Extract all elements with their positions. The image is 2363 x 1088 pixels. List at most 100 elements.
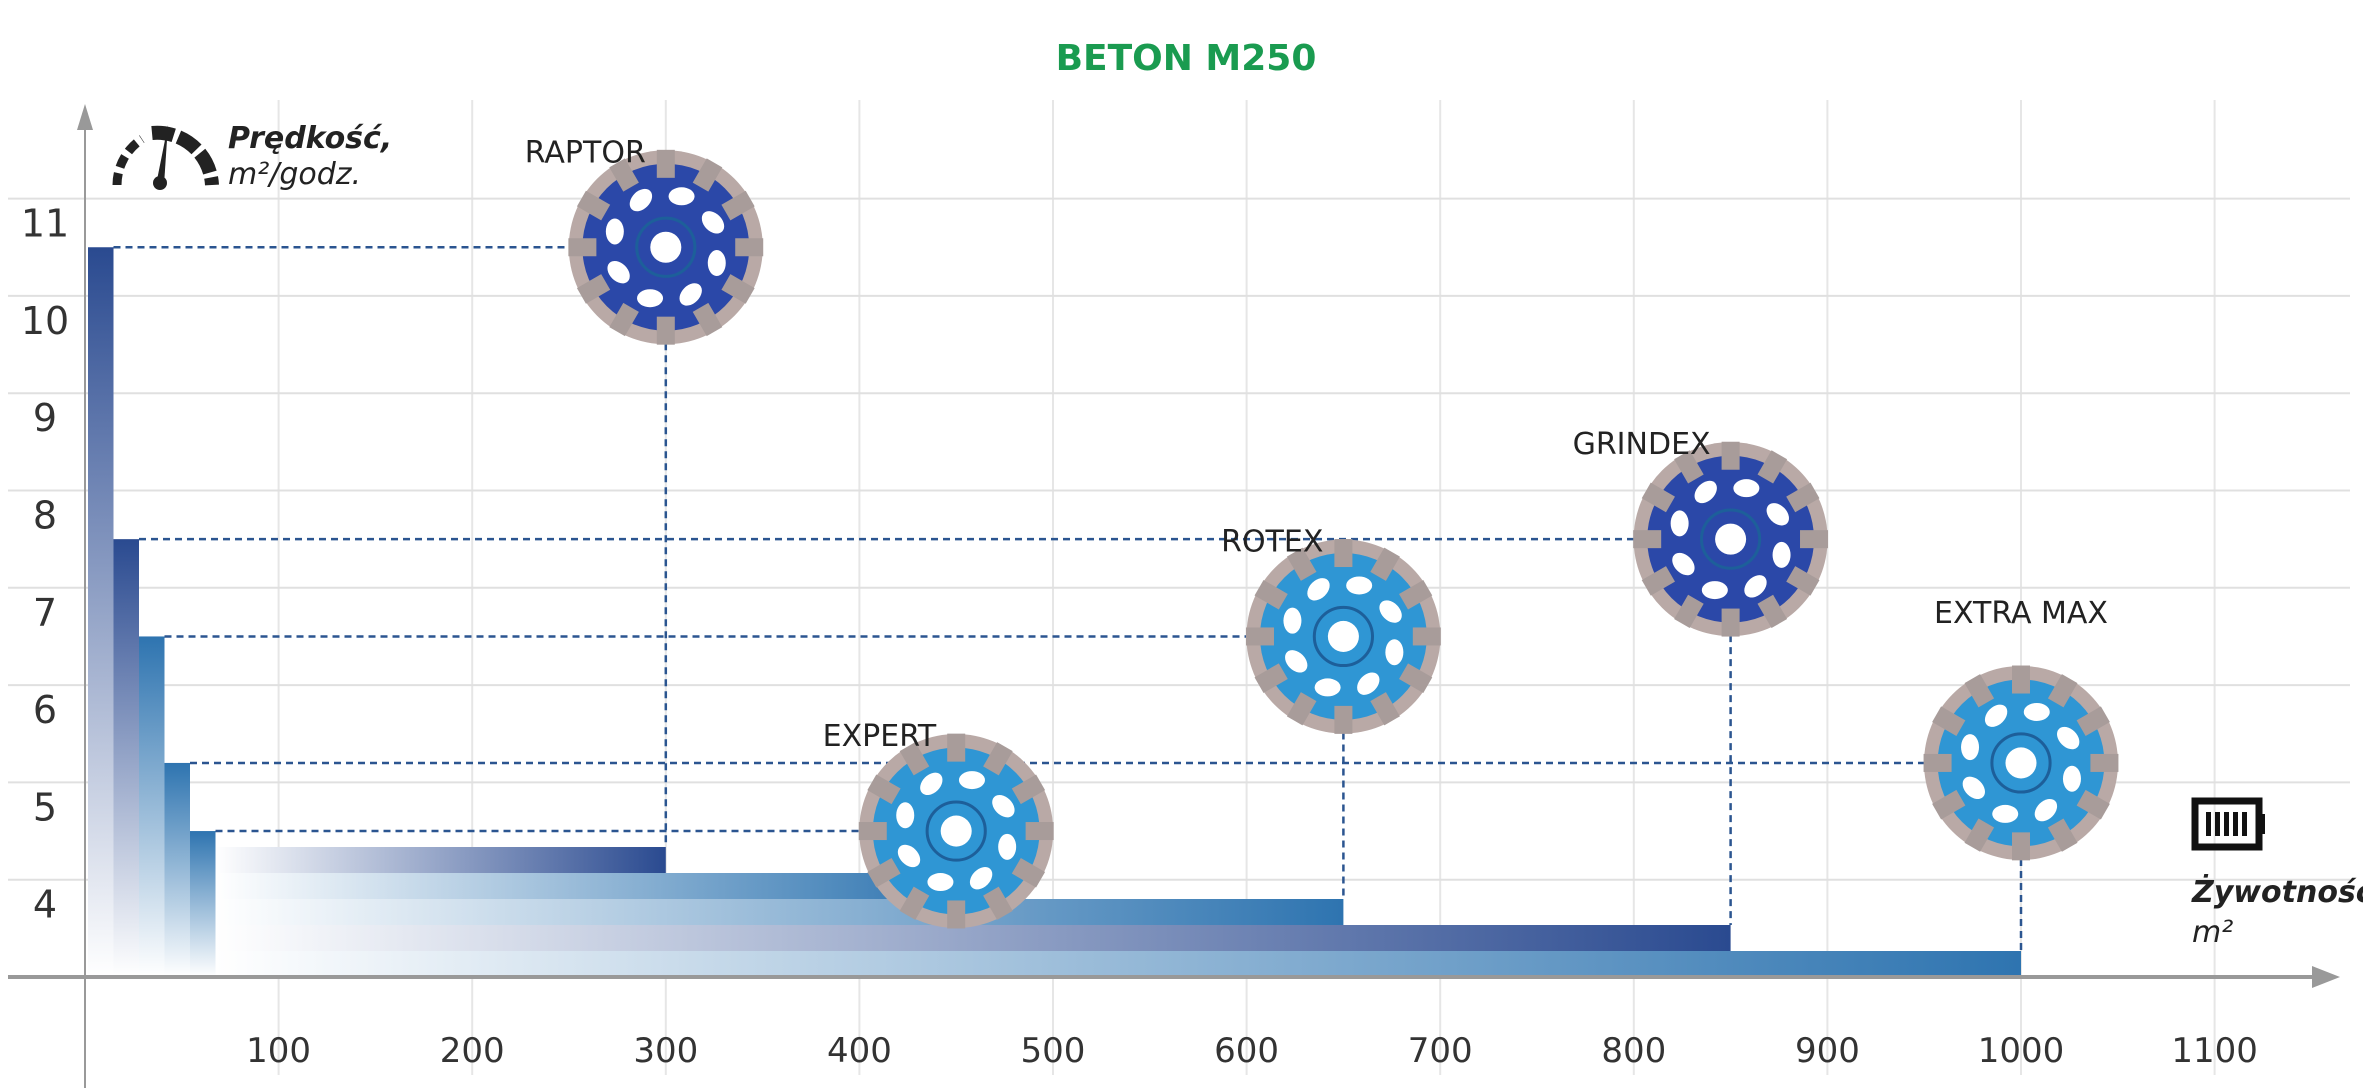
disk-segment	[1641, 566, 1675, 596]
disk-hole	[1694, 480, 1717, 504]
speed-bar-raptor	[88, 247, 114, 977]
tick-labels: 100 200 300 400 500 600 700 800 900 1000 1100 4 5 6 7 8…	[21, 202, 2258, 1071]
speed-bar-extra-max	[164, 762, 190, 977]
disk-segment	[1025, 822, 1054, 841]
disk-segment	[1334, 705, 1353, 734]
x-tick-label: 100	[246, 1031, 311, 1071]
disk-segment	[2012, 832, 2030, 861]
disk-segment	[721, 274, 755, 304]
y-tick-label: 6	[33, 688, 57, 732]
disk-segment	[1011, 857, 1046, 888]
disk-hole	[1283, 607, 1302, 634]
disk-segment	[2047, 674, 2078, 708]
disk-hole	[927, 873, 954, 892]
y-tick-label: 4	[33, 883, 57, 927]
disk-segment	[609, 302, 639, 337]
disk-segment	[1757, 594, 1788, 629]
x-axis-arrow-icon	[2312, 966, 2340, 988]
disk-hole	[1766, 503, 1789, 526]
disk-arbor	[1327, 620, 1359, 652]
disk-hole	[1670, 510, 1689, 537]
disk-segment	[899, 886, 930, 920]
disk-segment	[1923, 753, 1952, 772]
product-label: EXTRA MAX	[1934, 596, 2108, 631]
disk-segment	[568, 238, 597, 257]
x-tick-label: 300	[633, 1031, 698, 1071]
product-disks: RAPTOR EXPERT ROTEX GRINDEX EXTRA MAX	[525, 135, 2119, 929]
battery-icon	[2191, 797, 2265, 851]
disk-hole	[629, 188, 653, 212]
disk-arbor	[940, 815, 972, 847]
disk-segment	[983, 742, 1013, 776]
disk-segment	[1932, 789, 1966, 820]
chart-title: BETON M250	[1056, 38, 1317, 79]
y-tick-label: 9	[33, 396, 57, 440]
disk-segment	[1399, 663, 1433, 693]
y-tick-label: 7	[33, 591, 57, 635]
disk-hole	[1701, 581, 1728, 600]
disk-segment	[899, 742, 930, 776]
x-tick-label: 500	[1021, 1031, 1086, 1071]
disk-arbor	[2005, 747, 2037, 779]
disk-segment	[1399, 579, 1433, 610]
x-tick-label: 200	[440, 1031, 505, 1071]
disk-hole	[1962, 776, 1985, 800]
disk-segment	[1334, 539, 1353, 568]
disk-hole	[1961, 734, 1980, 761]
x-tick-label: 900	[1795, 1031, 1860, 1071]
disk-hole	[1379, 600, 1402, 623]
disk-segment	[1370, 547, 1400, 581]
disk-hole	[1285, 650, 1308, 673]
disk-hole	[1357, 672, 1380, 695]
disk-segment	[2076, 789, 2110, 820]
disk-hole	[679, 283, 702, 306]
disk-segment	[1011, 774, 1046, 805]
disk-segment	[1633, 530, 1662, 549]
disk-segment	[1245, 627, 1274, 646]
disk-hole	[1772, 541, 1791, 568]
disk-hole	[992, 794, 1015, 818]
disk-segment	[1721, 441, 1740, 470]
disk-segment	[1721, 608, 1740, 637]
life-bar-extra-max	[215, 951, 2021, 977]
bars	[88, 247, 2021, 977]
disk-segment	[1932, 706, 1966, 737]
disk-segment	[867, 774, 901, 805]
disk-segment	[1254, 579, 1288, 610]
product-disk-rotex	[1245, 539, 1441, 734]
x-tick-label: 1000	[1978, 1031, 2065, 1071]
disk-hole	[605, 218, 624, 245]
product-label: EXPERT	[823, 719, 937, 754]
disk-hub	[1312, 605, 1375, 668]
disk-segment	[858, 822, 887, 841]
disk-segment	[2012, 665, 2030, 694]
y-axis-unit: m²/godz.	[228, 157, 361, 192]
disk-segment	[1964, 674, 1995, 708]
product-disk-grindex	[1633, 441, 1829, 637]
life-bar-expert	[215, 873, 957, 899]
disk-hole	[1744, 575, 1767, 598]
disk-segment	[692, 302, 723, 337]
disk-hole	[1314, 678, 1341, 697]
disk-segment	[1370, 692, 1400, 726]
y-axis-arrow-icon	[77, 104, 93, 130]
disk-arbor	[1715, 523, 1747, 555]
x-tick-label: 800	[1601, 1031, 1666, 1071]
disk-segment	[1412, 627, 1441, 646]
disk-segment	[692, 158, 723, 192]
x-axis-unit: m²	[2192, 915, 2233, 950]
disk-segment	[1800, 530, 1829, 549]
disk-segment	[947, 733, 966, 762]
disk-hole	[958, 771, 985, 790]
disk-hole	[1984, 704, 2008, 727]
disk-segment	[1674, 450, 1704, 484]
disk-hole	[896, 802, 915, 829]
speed-bar-grindex	[113, 539, 139, 977]
disk-segment	[2090, 753, 2119, 772]
disk-segment	[2076, 706, 2110, 737]
disk-segment	[1254, 663, 1288, 693]
x-tick-label: 1100	[2171, 1031, 2258, 1071]
x-tick-label: 700	[1408, 1031, 1473, 1071]
disk-hole	[897, 844, 921, 868]
